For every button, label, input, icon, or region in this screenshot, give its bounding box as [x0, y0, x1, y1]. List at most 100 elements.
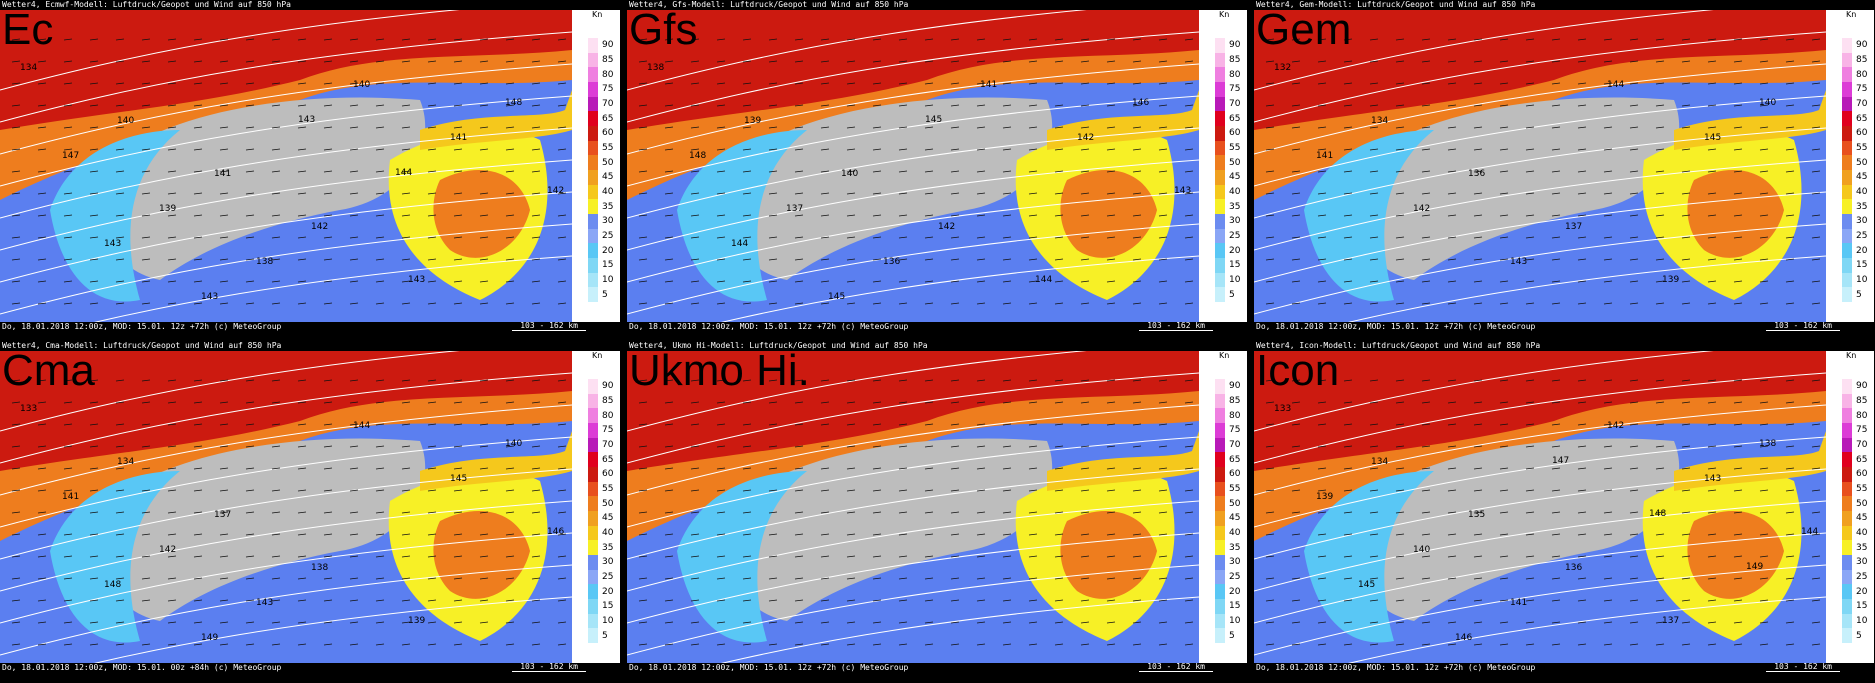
wind-barb: [349, 555, 359, 558]
wind-barb: [37, 38, 47, 41]
wind-barb: [531, 214, 541, 217]
wind-barb: [1551, 599, 1561, 602]
wind-barb: [1447, 170, 1457, 173]
legend-level-label: 75: [602, 425, 614, 436]
wind-barb: [1395, 302, 1405, 305]
wind-barb: [531, 148, 541, 151]
isobar-label: 148: [104, 580, 121, 590]
isobar-label: 146: [1455, 633, 1472, 643]
wind-barb: [245, 38, 255, 41]
wind-barb: [1551, 192, 1561, 195]
wind-barb: [716, 104, 726, 107]
wind-barb: [1447, 126, 1457, 129]
wind-barb: [1551, 258, 1561, 261]
wind-barb: [1681, 467, 1691, 470]
wind-barb: [1028, 60, 1038, 63]
wind-barb: [245, 401, 255, 404]
legend-color-step: [1842, 584, 1852, 599]
wind-barb: [63, 555, 73, 558]
wind-barb: [1317, 555, 1327, 558]
wind-barb: [1629, 379, 1639, 382]
legend-colorbar: [1842, 379, 1852, 643]
wind-barb: [557, 423, 567, 426]
isobar-label: 149: [1746, 562, 1763, 572]
legend-color-step: [1842, 379, 1852, 394]
isobar-label: 135: [1468, 510, 1485, 520]
wind-barb: [193, 511, 203, 514]
legend-level-label: 65: [1856, 454, 1868, 465]
legend-level-label: 90: [602, 40, 614, 51]
wind-barb: [1291, 643, 1301, 646]
legend-level-label: 5: [602, 630, 608, 641]
wind-barb: [1733, 533, 1743, 536]
wind-barb: [1106, 511, 1116, 514]
wind-barb: [1158, 533, 1168, 536]
light-wind-area: [50, 471, 180, 643]
wind-barb: [1759, 643, 1769, 646]
wind-barb: [141, 467, 151, 470]
wind-barb: [11, 423, 21, 426]
wind-barb: [872, 379, 882, 382]
wind-barb: [531, 60, 541, 63]
wind-barb: [1369, 577, 1379, 580]
wind-barb: [1525, 379, 1535, 382]
wind-barb: [1525, 401, 1535, 404]
wind-barb: [1369, 533, 1379, 536]
wind-barb: [245, 533, 255, 536]
wind-barb: [1054, 258, 1064, 261]
isobar-line: [627, 127, 1199, 219]
wind-barb: [794, 302, 804, 305]
wind-barb: [1002, 621, 1012, 624]
legend-color-step: [588, 111, 598, 126]
wind-barb: [375, 192, 385, 195]
isobar-line: [0, 191, 572, 283]
wind-barb: [716, 401, 726, 404]
wind-barb: [690, 214, 700, 217]
wind-barb: [1132, 489, 1142, 492]
wind-barb: [349, 148, 359, 151]
wind-barb: [794, 82, 804, 85]
wind-barb: [638, 511, 648, 514]
wind-barb: [1681, 214, 1691, 217]
isobar-label: 144: [731, 239, 748, 249]
wind-barb: [690, 511, 700, 514]
wind-barb: [375, 555, 385, 558]
legend-color-step: [1842, 228, 1852, 244]
wind-barb: [401, 533, 411, 536]
legend-level-label: 50: [1856, 498, 1868, 509]
wind-barb: [846, 192, 856, 195]
wind-barb: [1655, 148, 1665, 151]
wind-barb: [427, 280, 437, 283]
wind-barb: [1499, 302, 1509, 305]
wind-barb: [742, 423, 752, 426]
wind-barb: [664, 192, 674, 195]
wind-barb: [37, 533, 47, 536]
wind-barb: [1343, 577, 1353, 580]
wind-barb: [950, 60, 960, 63]
wind-barb: [1707, 258, 1717, 261]
wind-barb: [664, 258, 674, 261]
isobar-line: [1254, 564, 1826, 656]
wind-barb: [794, 511, 804, 514]
isobar-label: 140: [841, 169, 858, 179]
wind-barb: [924, 533, 934, 536]
wind-barb: [1265, 467, 1275, 470]
legend-level-label: 85: [1856, 396, 1868, 406]
wind-barb: [89, 467, 99, 470]
wind-barb: [872, 489, 882, 492]
wind-barb: [1265, 511, 1275, 514]
legend-color-step: [1215, 393, 1225, 409]
wind-barb: [950, 489, 960, 492]
wind-barb: [1603, 577, 1613, 580]
wind-barb: [1002, 82, 1012, 85]
wind-barb: [557, 126, 567, 129]
wind-barb: [716, 511, 726, 514]
wind-barb: [638, 599, 648, 602]
wind-barb: [950, 148, 960, 151]
wind-barb: [1106, 258, 1116, 261]
isobar-label: 148: [1649, 509, 1666, 519]
wind-barb: [141, 192, 151, 195]
wind-barb: [375, 511, 385, 514]
wind-barb: [976, 126, 986, 129]
